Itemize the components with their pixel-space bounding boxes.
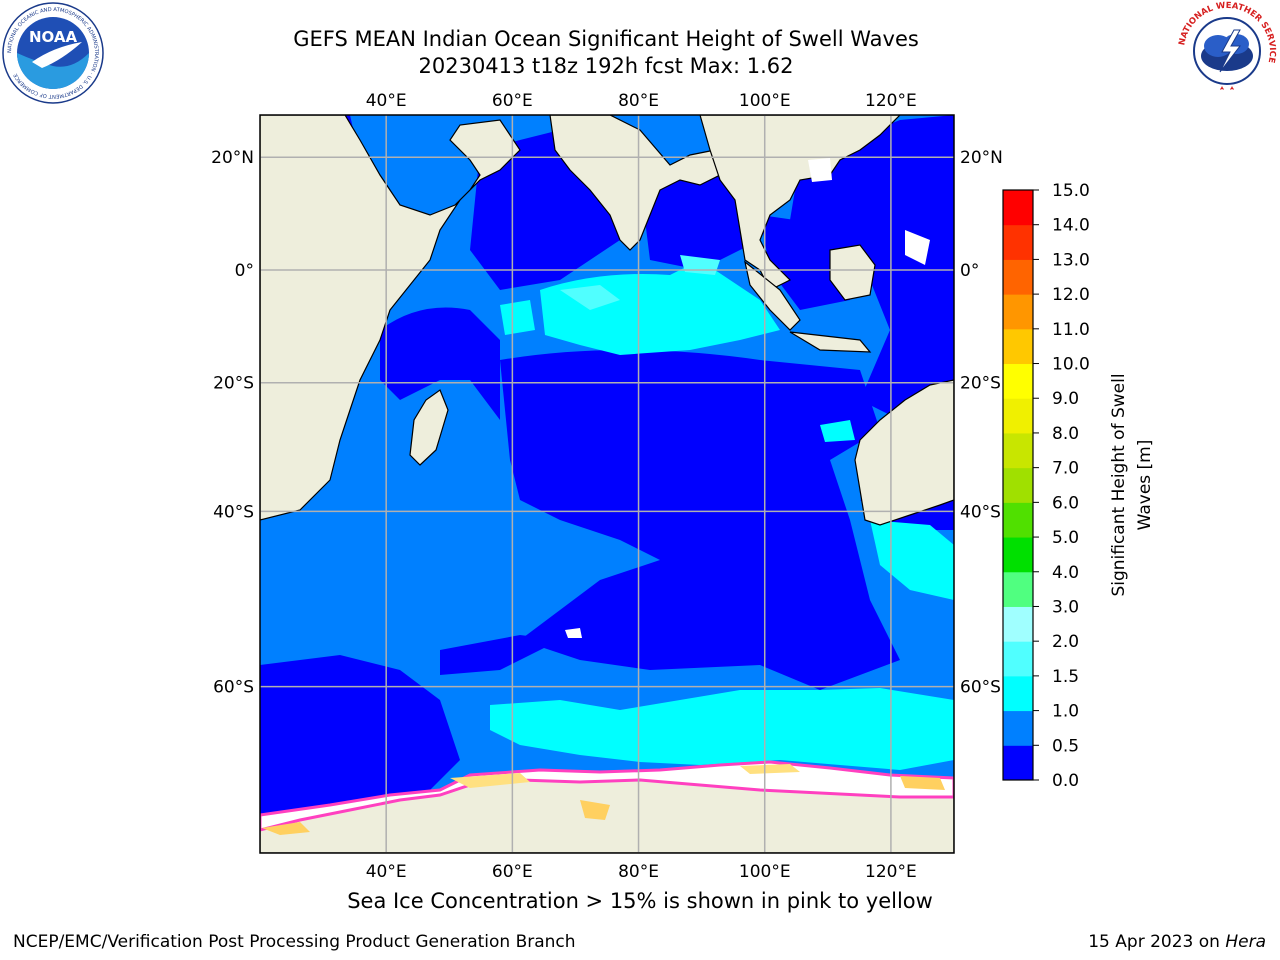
colorbar-segment: [1003, 502, 1033, 538]
island-patches: [565, 158, 930, 638]
colorbar-segment: [1003, 224, 1033, 260]
lat-tick-right: 60°S: [960, 678, 1001, 698]
sea-ice-band: [260, 760, 954, 835]
graticule: [260, 115, 954, 853]
lat-tick-right: 40°S: [960, 502, 1001, 522]
colorbar-tick-label: 2.0: [1052, 632, 1079, 652]
lat-tick-left: 20°N: [211, 148, 254, 168]
lon-tick-top: 120°E: [865, 91, 917, 111]
chart-subtitle: 20230413 t18z 192h fcst Max: 1.62: [418, 54, 794, 78]
colorbar-tick-label: 8.0: [1052, 424, 1079, 444]
lon-tick-top: 60°E: [492, 91, 533, 111]
colorbar-segment: [1003, 328, 1033, 365]
lat-tick-right: 20°N: [960, 148, 1003, 168]
footer-host: Hera: [1225, 932, 1266, 952]
colorbar-tick-label: 5.0: [1052, 528, 1079, 548]
lon-tick-bottom: 80°E: [618, 862, 659, 882]
lat-tick-right: 0°: [960, 261, 979, 281]
colorbar-frame: [1002, 189, 1034, 781]
noaa-logo: NATIONAL OCEANIC AND ATMOSPHERIC ADMINIS…: [2, 2, 104, 104]
colorbar-segment: [1003, 710, 1033, 746]
nws-logo: NATIONAL WEATHER SERVICE: [1177, 1, 1277, 101]
land-masses: [260, 115, 954, 853]
colorbar-tick-label: 12.0: [1052, 285, 1090, 305]
colorbar-label-line2: Waves [m]: [1135, 440, 1155, 531]
noaa-logo-text: NOAA: [29, 28, 78, 46]
colorbar-tick-label: 6.0: [1052, 493, 1079, 513]
colorbar-segment: [1003, 606, 1033, 642]
colorbar-segment: [1003, 190, 1033, 226]
lat-tick-left: 20°S: [213, 374, 254, 394]
colorbar-tick-label: 13.0: [1052, 250, 1090, 270]
colorbar-tick-label: 9.0: [1052, 389, 1079, 409]
lat-tick-right: 20°S: [960, 374, 1001, 394]
colorbar-tick-label: 10.0: [1052, 355, 1090, 375]
colorbar-segment: [1003, 432, 1033, 469]
lat-tick-left: 0°: [235, 261, 254, 281]
colorbar-tick-label: 11.0: [1052, 320, 1090, 340]
colorbar-tick-label: 14.0: [1052, 216, 1090, 236]
colorbar-segment: [1003, 641, 1033, 677]
lon-tick-top: 100°E: [739, 91, 791, 111]
lat-tick-left: 40°S: [213, 502, 254, 522]
lon-tick-bottom: 60°E: [492, 862, 533, 882]
chart-title: GEFS MEAN Indian Ocean Significant Heigh…: [293, 27, 919, 51]
colorbar-tick-label: 4.0: [1052, 563, 1079, 583]
colorbar-tick-label: 1.0: [1052, 702, 1079, 722]
lat-tick-left: 60°S: [213, 678, 254, 698]
lon-tick-bottom: 120°E: [865, 862, 917, 882]
colorbar-segment: [1003, 259, 1033, 295]
lon-tick-bottom: 40°E: [366, 862, 407, 882]
map-area: [260, 115, 954, 853]
colorbar-tick-label: 15.0: [1052, 181, 1090, 201]
colorbar-segment: [1003, 294, 1033, 330]
colorbar-label-line1: Significant Height of Swell: [1109, 373, 1129, 596]
colorbar-tick-label: 1.5: [1052, 667, 1079, 687]
colorbar-tick-label: 0.5: [1052, 736, 1079, 756]
map-tick-labels: 40°E 60°E 80°E 100°E 120°E 40°E 60°E 80°E 100°E 1…: [211, 91, 1003, 882]
colorbar-segment: [1003, 675, 1033, 712]
colorbar-tick-label: 0.0: [1052, 771, 1079, 791]
colorbar-segment: [1003, 537, 1033, 573]
footer-date: 15 Apr 2023 on Hera: [1088, 932, 1266, 952]
colorbar-segment: [1003, 745, 1033, 781]
lon-tick-bottom: 100°E: [739, 862, 791, 882]
colorbar-segment: [1003, 467, 1033, 503]
sea-ice-note: Sea Ice Concentration > 15% is shown in …: [347, 889, 933, 913]
footer-credit: NCEP/EMC/Verification Post Processing Pr…: [13, 932, 576, 952]
lon-tick-top: 40°E: [366, 91, 407, 111]
colorbar-tick-label: 7.0: [1052, 459, 1079, 479]
colorbar-segment: [1003, 571, 1033, 607]
lon-tick-top: 80°E: [618, 91, 659, 111]
colorbar: 0.0 0.5 1.0 1.5 2.0 3.0 4.0 5.0 6.0 7.0 8.0 9.0 10.0…: [1002, 181, 1090, 791]
colorbar-segment: [1003, 363, 1033, 399]
colorbar-segment: [1003, 398, 1033, 434]
map-frame: [259, 114, 955, 854]
swell-mid-regions: [490, 260, 954, 770]
colorbar-tick-label: 3.0: [1052, 597, 1079, 617]
